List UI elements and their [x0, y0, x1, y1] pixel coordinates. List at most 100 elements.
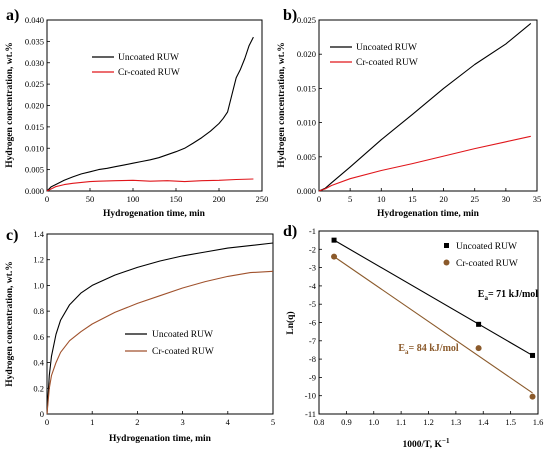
y-tick-label: -7 [309, 336, 316, 346]
panel-label-c: c) [6, 227, 18, 244]
panel-label-b: b) [283, 7, 297, 24]
y-axis-label-a: Hydrogen concentration, wt.% [5, 42, 15, 167]
series-line-cr-coated [46, 270, 274, 415]
x-tick-label: 50 [86, 194, 95, 204]
annotation-value: = 71 kJ/mol [488, 289, 538, 300]
legend-label-uncoated-d: Uncoated RUW [456, 242, 517, 252]
x-tick-label: 1.3 [451, 417, 462, 427]
legend-label-uncoated-b: Uncoated RUW [356, 43, 417, 53]
series-line-uncoated [46, 242, 274, 415]
x-tick-label: 1.6 [533, 417, 544, 427]
y-tick-label: 0.010 [297, 118, 316, 128]
series-line-cr-coated [46, 178, 254, 192]
y-tick-label: 0.020 [25, 101, 44, 111]
legend-label-cr-a: Cr-coated RUW [118, 68, 180, 78]
x-tick-label: 1.1 [396, 417, 407, 427]
panel-c: c) 0 1 2 3 4 5 0 0.2 0.4 0.6 0.8 1.0 1.2 1.4 Hydrogen… [5, 227, 275, 444]
fit-line-cr-coated [333, 256, 533, 394]
series-line-uncoated [46, 36, 254, 192]
annotation-subscript: a [405, 348, 409, 356]
x-tick-label: 5 [348, 194, 352, 204]
x-tick-label: 150 [170, 194, 183, 204]
x-tick-label: 0 [45, 194, 49, 204]
y-tick-label: 0.8 [33, 306, 44, 316]
y-tick-label: 0.025 [297, 15, 316, 25]
x-axis-label-d: 1000/T, K−1 [403, 437, 450, 450]
x-tick-label: 1.5 [505, 417, 516, 427]
y-tick-label: -6 [309, 318, 316, 328]
x-tick-label: 0.8 [314, 417, 325, 427]
legend-d: Uncoated RUW Cr-coated RUW [443, 242, 518, 269]
x-axis-label-d-main: 1000/T, K [403, 440, 443, 450]
y-tick-label: -4 [309, 281, 317, 291]
y-axis-label-b: Hydrogen concentration, wt.% [277, 42, 287, 167]
x-tick-label: 0 [45, 417, 49, 427]
x-tick-label: 5 [271, 417, 275, 427]
x-tick-label: 35 [533, 194, 542, 204]
x-axis-label-c: Hydrogenation time, min [109, 434, 212, 444]
y-tick-label: -1 [309, 226, 316, 236]
ticks-d: 0.8 0.9 1.0 1.1 1.2 1.3 1.4 1.5 1.6 -1 -2 -3 -4 -5 -6 -… [305, 226, 544, 427]
x-tick-label: 20 [439, 194, 448, 204]
y-tick-label: 0.010 [25, 143, 44, 153]
fit-line-uncoated [333, 239, 533, 356]
data-point-uncoated [530, 352, 536, 358]
y-tick-label: 0.6 [33, 332, 44, 342]
data-point-uncoated [331, 237, 337, 243]
y-tick-label: 0.2 [33, 383, 44, 393]
x-tick-label: 0 [317, 194, 321, 204]
y-tick-label: -5 [309, 299, 316, 309]
data-point-cr-coated [331, 253, 338, 260]
y-tick-label: 0.005 [25, 165, 44, 175]
y-tick-label: 1.2 [33, 255, 44, 265]
legend-c: Uncoated RUW Cr-coated RUW [125, 330, 214, 357]
x-tick-label: 3 [180, 417, 184, 427]
data-point-cr-coated [529, 393, 536, 400]
y-tick-label: -3 [309, 263, 316, 273]
y-tick-label: 0.000 [297, 186, 316, 196]
x-tick-label: 10 [377, 194, 386, 204]
y-axis-label-c: Hydrogen concentration, wt.% [5, 261, 15, 386]
y-tick-label: -11 [305, 409, 316, 419]
y-tick-label: 0.015 [297, 83, 316, 93]
x-axis-label-d-sup: −1 [442, 437, 450, 445]
y-tick-label: 0.020 [297, 49, 316, 59]
x-tick-label: 0.9 [341, 417, 352, 427]
y-tick-label: 0.000 [25, 186, 44, 196]
y-tick-label: -10 [305, 391, 316, 401]
ticks-c: 0 1 2 3 4 5 0 0.2 0.4 0.6 0.8 1.0 1.2 1.4 [33, 229, 275, 427]
activation-energy-label: Ea= 84 kJ/mol [398, 343, 459, 356]
x-tick-label: 1 [90, 417, 94, 427]
y-tick-label: 1.4 [33, 229, 44, 239]
x-tick-label: 250 [256, 194, 269, 204]
series-b [318, 22, 532, 192]
legend-label-uncoated-a: Uncoated RUW [118, 53, 179, 63]
annotation-main: E [478, 289, 485, 300]
legend-label-cr-b: Cr-coated RUW [356, 58, 418, 68]
y-tick-label: -2 [309, 244, 316, 254]
panel-a: a) 0 50 100 150 200 250 0.000 0.005 0.010 0.015 0.… [5, 7, 268, 219]
data-point-cr-coated [475, 345, 482, 352]
y-tick-label: 0 [40, 409, 44, 419]
panel-d: d) 0.8 0.9 1.0 1.1 1.2 1.3 1.4 1.5 1.6 -1 -2 -3 -4 -5… [283, 223, 543, 450]
annotation-main: E [398, 343, 405, 354]
legend-marker-cr-d [443, 259, 450, 266]
x-tick-label: 200 [213, 194, 226, 204]
ticks-a: 0 50 100 150 200 250 0.000 0.005 0.010 0.015 0.020… [25, 15, 269, 204]
annotation-subscript: a [484, 294, 488, 302]
y-tick-label: -8 [309, 354, 316, 364]
y-tick-label: 0.040 [25, 15, 44, 25]
y-tick-label: 0.025 [25, 79, 44, 89]
y-tick-label: 0.035 [25, 36, 44, 46]
plot-frame-b [318, 19, 538, 192]
series-c [46, 242, 274, 415]
x-axis-label-a: Hydrogenation time, min [103, 209, 206, 219]
series-line-uncoated [318, 22, 532, 192]
y-tick-label: 0.005 [297, 152, 316, 162]
x-tick-label: 4 [226, 417, 231, 427]
y-tick-label: 1.0 [33, 280, 44, 290]
ticks-b: 0 5 10 15 20 25 30 35 0.000 0.005 0.010 0.015 0.020 0… [297, 15, 541, 204]
plot-frame-c [46, 233, 274, 415]
